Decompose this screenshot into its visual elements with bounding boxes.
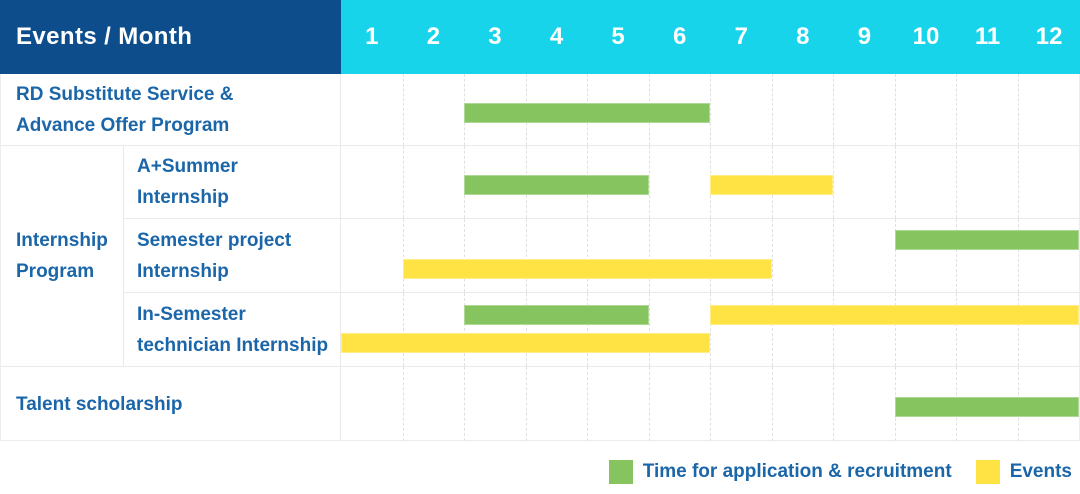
row-a-plus-summer: A+Summer Internship <box>124 146 1079 219</box>
month-header-6: 6 <box>673 22 687 50</box>
month-grid-line <box>648 293 650 366</box>
legend-label-events: Events <box>1009 461 1072 482</box>
month-grid-line <box>771 367 773 441</box>
row-in-semester-technician: In-Semester technician Internship <box>124 293 1079 366</box>
month-grid-line <box>771 218 773 293</box>
month-header-9: 9 <box>857 22 872 50</box>
event-bar <box>710 175 833 196</box>
event-bar <box>402 259 772 280</box>
month-grid-line <box>833 146 834 218</box>
month-grid-line <box>402 74 404 145</box>
month-grid-line <box>833 367 834 441</box>
legend-item-application: Time for application & recruitment <box>608 460 952 484</box>
month-grid-line <box>464 367 465 441</box>
events-month-table: Events / Month 1 2 3 4 5 6 7 8 9 10 11 1… <box>0 0 1080 441</box>
row-rd-substitute: RD Substitute Service & Advance Offer Pr… <box>1 74 1079 146</box>
month-header-11: 11 <box>974 22 1001 50</box>
month-grid-line <box>710 367 711 441</box>
month-header-row: 1 2 3 4 5 6 7 8 9 10 11 12 <box>341 0 1080 74</box>
event-bar <box>341 333 710 354</box>
gantt-cells-in-semester-technician <box>340 293 1079 366</box>
month-grid-line <box>894 146 896 218</box>
group-internship-program: Internship Program A+Summer Internship S… <box>1 146 1079 367</box>
gantt-cells-rd-substitute <box>340 74 1079 145</box>
legend-label-application: Time for application & recruitment <box>642 461 952 482</box>
month-grid-line <box>956 74 957 145</box>
month-grid-line <box>402 218 404 293</box>
internship-subrows: A+Summer Internship Semester project Int… <box>124 146 1079 366</box>
row-label-in-semester-technician: In-Semester technician Internship <box>137 303 329 356</box>
month-header-8: 8 <box>796 22 810 50</box>
application-bar <box>464 103 710 124</box>
month-header-4: 4 <box>549 22 564 50</box>
month-grid-line <box>1017 146 1019 218</box>
month-grid-line <box>587 218 588 293</box>
month-header-12: 12 <box>1035 22 1063 50</box>
month-grid-line <box>402 367 404 441</box>
application-color-swatch <box>608 460 633 484</box>
month-grid-line <box>771 74 773 145</box>
events-color-swatch <box>975 460 1000 484</box>
table-title-cell: Events / Month <box>0 0 341 74</box>
month-header-5: 5 <box>611 22 625 50</box>
legend-item-events: Events <box>975 460 1072 484</box>
month-grid-line <box>894 74 896 145</box>
legend: Time for application & recruitment Event… <box>0 441 1080 493</box>
month-grid-line <box>833 74 834 145</box>
application-bar <box>894 397 1079 418</box>
month-header-3: 3 <box>488 22 502 50</box>
row-semester-project: Semester project Internship <box>124 218 1079 294</box>
month-grid-line <box>1017 74 1019 145</box>
month-header-10: 10 <box>912 22 940 50</box>
month-grid-line <box>648 218 650 293</box>
month-grid-line <box>648 146 650 218</box>
month-grid-line <box>710 74 711 145</box>
month-header-7: 7 <box>734 22 748 50</box>
application-bar <box>464 304 649 325</box>
row-label-talent-scholarship: Talent scholarship <box>16 393 183 415</box>
month-grid-line <box>587 367 588 441</box>
month-grid-line <box>402 146 404 218</box>
table-title: Events / Month <box>16 22 193 50</box>
month-header-1: 1 <box>365 22 379 50</box>
month-grid-line <box>956 146 957 218</box>
month-grid-line <box>525 367 527 441</box>
month-grid-line <box>402 293 404 366</box>
month-grid-line <box>833 218 834 293</box>
month-grid-line <box>525 218 527 293</box>
month-grid-line <box>464 218 465 293</box>
gantt-cells-semester-project <box>340 218 1079 293</box>
month-grid-line <box>648 367 650 441</box>
table-header-row: Events / Month 1 2 3 4 5 6 7 8 9 10 11 1… <box>0 0 1080 74</box>
row-label-a-plus-summer: A+Summer Internship <box>137 155 238 208</box>
month-grid-line <box>710 218 711 293</box>
group-label-internship-program: Internship Program <box>1 146 124 366</box>
application-bar <box>894 230 1079 251</box>
row-label-semester-project: Semester project Internship <box>137 229 292 282</box>
gantt-cells-talent-scholarship <box>340 367 1079 441</box>
event-bar <box>710 304 1079 325</box>
row-talent-scholarship: Talent scholarship <box>1 367 1079 441</box>
application-bar <box>464 175 649 196</box>
row-label-rd-substitute: RD Substitute Service & Advance Offer Pr… <box>16 83 234 136</box>
month-header-2: 2 <box>426 22 441 50</box>
gantt-cells-a-plus-summer <box>340 146 1079 218</box>
